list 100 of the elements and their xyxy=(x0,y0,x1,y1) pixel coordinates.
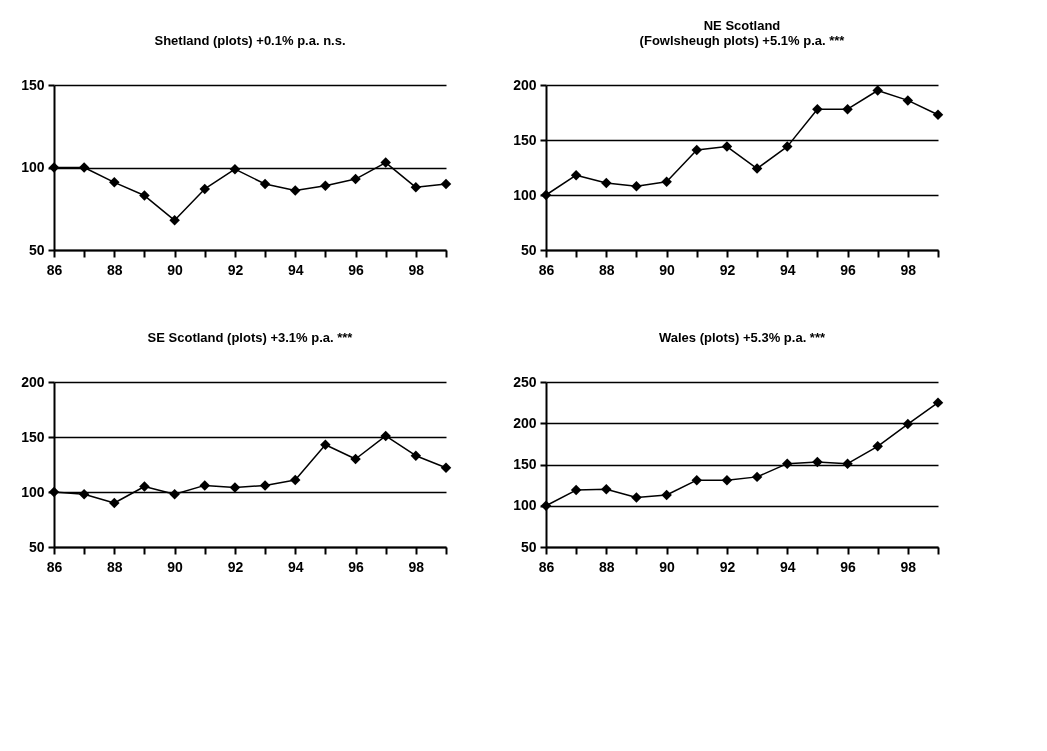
x-tick-label: 88 xyxy=(107,261,123,278)
y-tick-label: 150 xyxy=(513,131,537,148)
x-tick-label: 98 xyxy=(900,558,917,575)
x-tick-label: 86 xyxy=(538,261,555,278)
point xyxy=(932,109,944,120)
point xyxy=(631,180,642,192)
chart-title: SE Scotland (plots) +3.1% p.a. *** xyxy=(147,330,354,345)
y-tick-label: 50 xyxy=(520,241,537,258)
y-tick-label: 250 xyxy=(513,373,537,390)
point xyxy=(781,458,793,469)
y-tick-label: 50 xyxy=(28,241,45,258)
point xyxy=(842,103,853,115)
x-tick-label: 96 xyxy=(840,558,857,575)
point xyxy=(721,474,733,486)
y-tick-label: 100 xyxy=(513,186,537,203)
point xyxy=(691,474,703,486)
point xyxy=(78,488,90,500)
x-tick-label: 92 xyxy=(227,261,244,278)
x-tick-label: 94 xyxy=(287,261,304,278)
x-tick-label: 96 xyxy=(840,261,857,278)
point xyxy=(320,180,331,191)
point xyxy=(380,157,391,168)
point xyxy=(661,489,672,501)
point xyxy=(631,492,642,503)
point xyxy=(169,215,180,226)
chart-title: Wales (plots) +5.3% p.a. *** xyxy=(658,330,826,345)
y-tick-label: 200 xyxy=(21,373,45,390)
y-tick-label: 150 xyxy=(513,456,537,472)
x-tick-label: 98 xyxy=(900,261,917,278)
y-tick-label: 100 xyxy=(513,497,537,514)
point xyxy=(570,169,582,181)
x-tick-label: 88 xyxy=(599,261,615,278)
y-tick-label: 200 xyxy=(513,414,537,431)
point xyxy=(229,163,241,175)
x-tick-label: 90 xyxy=(659,261,676,278)
point xyxy=(320,439,331,450)
x-tick-label: 92 xyxy=(719,261,736,278)
point xyxy=(601,484,612,495)
y-tick-label: 150 xyxy=(21,428,45,445)
point xyxy=(751,163,763,174)
y-tick-label: 100 xyxy=(21,159,45,175)
x-tick-label: 94 xyxy=(287,558,304,575)
x-tick-label: 92 xyxy=(719,558,736,575)
point xyxy=(842,458,853,469)
x-tick-label: 90 xyxy=(167,261,184,278)
point xyxy=(570,484,582,496)
x-tick-label: 92 xyxy=(227,558,244,575)
x-tick-label: 86 xyxy=(46,558,63,575)
point xyxy=(751,471,763,483)
point xyxy=(289,474,301,486)
point xyxy=(380,430,391,442)
point xyxy=(872,441,883,452)
point xyxy=(661,176,672,188)
point xyxy=(440,178,452,190)
x-tick-label: 96 xyxy=(348,558,365,575)
x-tick-label: 98 xyxy=(408,261,425,278)
point xyxy=(229,482,241,493)
point xyxy=(289,185,301,196)
y-tick-label: 50 xyxy=(28,538,45,555)
point xyxy=(199,480,211,491)
point xyxy=(601,177,612,189)
x-tick-label: 94 xyxy=(779,558,796,575)
point xyxy=(410,450,422,461)
x-tick-label: 88 xyxy=(599,558,615,575)
point xyxy=(812,103,823,115)
chart-title: NE Scotland (Fowlsheugh plots) +5.1% p.a. *** xyxy=(639,18,846,48)
y-tick-label: 150 xyxy=(21,76,45,93)
point xyxy=(109,497,120,509)
point xyxy=(109,177,120,188)
y-tick-label: 100 xyxy=(21,483,45,500)
point xyxy=(139,481,150,492)
point xyxy=(169,488,180,500)
point xyxy=(410,182,422,193)
point xyxy=(902,95,914,106)
x-tick-label: 88 xyxy=(107,558,123,575)
point xyxy=(902,418,914,430)
x-tick-label: 86 xyxy=(538,558,555,575)
x-tick-label: 94 xyxy=(779,261,796,278)
x-tick-label: 96 xyxy=(348,261,365,278)
x-tick-label: 86 xyxy=(46,261,63,278)
point xyxy=(78,162,90,173)
point xyxy=(691,144,703,156)
point xyxy=(721,141,733,152)
y-tick-label: 200 xyxy=(513,76,537,93)
point xyxy=(139,190,150,201)
x-tick-label: 98 xyxy=(408,558,425,575)
point xyxy=(781,141,793,152)
point xyxy=(932,397,944,408)
point xyxy=(259,480,271,491)
point xyxy=(440,462,452,474)
chart-title: Shetland (plots) +0.1% p.a. n.s. xyxy=(154,33,346,48)
point xyxy=(812,456,823,468)
point xyxy=(199,183,211,195)
x-tick-label: 90 xyxy=(167,558,184,575)
point xyxy=(350,453,361,465)
y-tick-label: 50 xyxy=(520,538,537,555)
point xyxy=(872,85,883,96)
point xyxy=(259,178,271,190)
x-tick-label: 90 xyxy=(659,558,676,575)
point xyxy=(350,173,361,185)
